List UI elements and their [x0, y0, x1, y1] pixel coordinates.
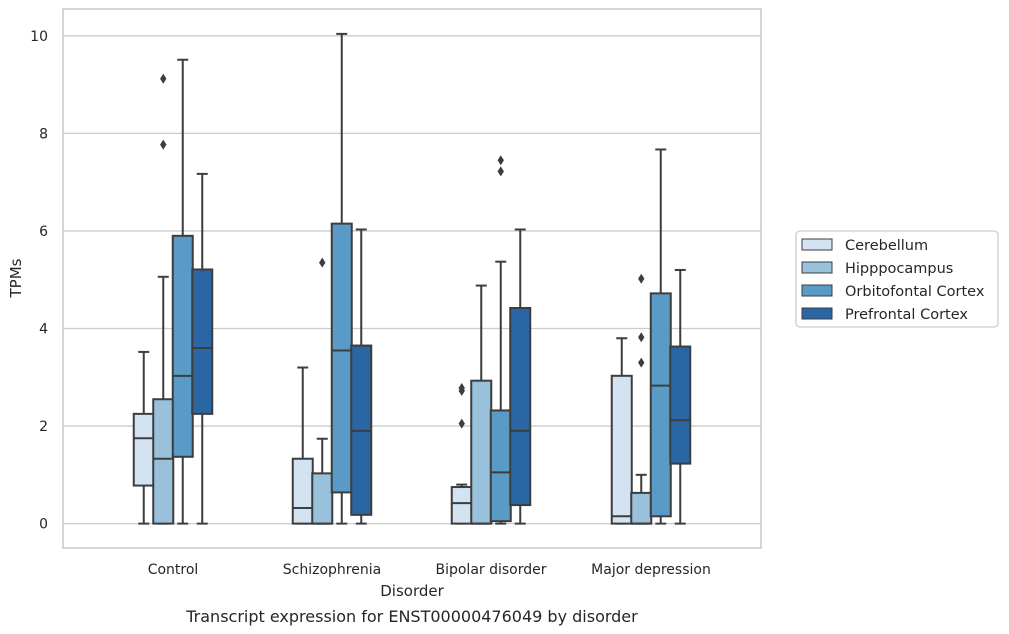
box-iqr	[450, 486, 473, 525]
box-iqr	[470, 379, 493, 525]
box-iqr	[610, 374, 633, 525]
x-tick-labels: Control Schizophrenia Bipolar disorder Majo…	[148, 562, 711, 578]
box-iqr	[152, 398, 175, 525]
x-tick-label: Bipolar disorder	[435, 562, 546, 578]
box-iqr	[630, 491, 653, 525]
box-iqr	[291, 457, 314, 525]
box-0-0	[132, 350, 155, 525]
y-tick-labels: 0 2 4 6 8 10	[30, 29, 48, 533]
box-plots	[132, 32, 692, 525]
box-1-2	[330, 32, 353, 525]
box-iqr	[171, 234, 194, 458]
y-tick-label: 0	[39, 517, 48, 533]
legend-label: Cerebellum	[845, 238, 928, 254]
outlier-point	[160, 73, 167, 84]
outlier-point	[458, 418, 465, 429]
box-0-2	[171, 58, 194, 525]
legend-swatch	[801, 238, 833, 251]
x-axis-label: Disorder	[380, 582, 444, 600]
legend-frame	[795, 230, 999, 328]
y-tick-label: 6	[39, 224, 48, 240]
outlier-point	[319, 257, 326, 268]
outlier-point	[160, 139, 167, 150]
legend: Cerebellum Hipppocampus Orbitofontal Corte…	[795, 230, 999, 328]
outlier-point	[638, 357, 645, 368]
legend-label: Prefrontal Cortex	[845, 307, 968, 323]
box-iqr	[489, 409, 512, 523]
box-2-2	[489, 155, 512, 525]
box-iqr	[669, 345, 692, 465]
box-3-2	[649, 148, 672, 525]
box-1-0	[291, 366, 314, 525]
y-tick-label: 4	[39, 321, 48, 337]
box-iqr	[330, 222, 353, 494]
x-tick-label: Control	[148, 562, 199, 578]
x-tick-label: Schizophrenia	[283, 562, 381, 578]
box-iqr	[311, 472, 334, 525]
box-2-1	[470, 284, 493, 525]
x-tick-label: Major depression	[591, 562, 711, 578]
outlier-point	[458, 383, 465, 394]
box-0-3	[191, 172, 214, 525]
legend-swatch	[801, 307, 833, 320]
plot-frame	[62, 8, 762, 549]
outlier-point	[638, 332, 645, 343]
outlier-point	[497, 166, 504, 177]
y-tick-label: 2	[39, 419, 48, 435]
box-iqr	[649, 292, 672, 518]
chart-caption: Transcript expression for ENST0000047604…	[185, 607, 638, 626]
box-1-1	[311, 257, 334, 525]
y-axis-label: TPMs	[7, 258, 25, 298]
legend-swatch	[801, 261, 833, 274]
box-3-1	[630, 273, 653, 525]
box-3-3	[669, 268, 692, 525]
legend-label: Orbitofontal Cortex	[845, 284, 985, 300]
box-3-0	[610, 337, 633, 525]
box-iqr	[132, 412, 155, 487]
box-2-3	[509, 228, 532, 525]
box-iqr	[191, 268, 214, 415]
box-iqr	[509, 307, 532, 507]
y-tick-label: 8	[39, 126, 48, 142]
outlier-point	[638, 273, 645, 284]
box-1-3	[350, 228, 373, 525]
y-tick-label: 10	[30, 29, 48, 45]
legend-label: Hipppocampus	[845, 261, 953, 277]
box-2-0	[450, 383, 473, 525]
box-0-1	[152, 73, 175, 525]
legend-swatch	[801, 284, 833, 297]
outlier-point	[497, 155, 504, 166]
